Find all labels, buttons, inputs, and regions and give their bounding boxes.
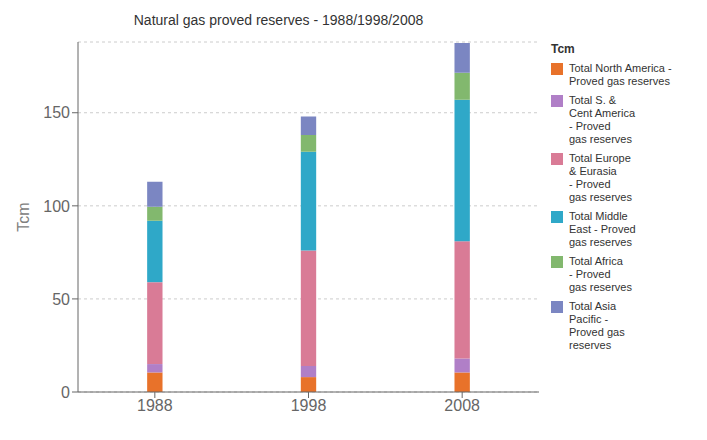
html-text:Total North America - Proved g: Total North America - Proved gas reserve…	[569, 62, 672, 87]
html-text:Total Middle East - Proved gas: Total Middle East - Proved gas reserves	[569, 210, 636, 248]
svg-text:2008: 2008	[444, 397, 480, 414]
svg-text:150: 150	[43, 104, 70, 121]
html-text:Total S. & Cent America - Prov: Total S. & Cent America - Proved gas res…	[569, 94, 635, 145]
html-text:Total Africa - Proved gas rese: Total Africa - Proved gas reserves	[569, 255, 632, 293]
svg-text:1988: 1988	[137, 397, 173, 414]
html-text:Total Asia Pacific - Proved ga: Total Asia Pacific - Proved gas reserves	[569, 300, 625, 351]
svg-text:100: 100	[43, 198, 70, 215]
svg-text:0: 0	[61, 384, 70, 401]
svg-text:Tcm: Tcm	[15, 202, 32, 231]
html-text:Natural gas proved reserves -: Natural gas proved reserves - 1988/1998/…	[133, 12, 424, 28]
html-text:Total Europe & Eurasia - Prove: Total Europe & Eurasia - Proved gas rese…	[569, 152, 632, 203]
svg-text:1998: 1998	[291, 397, 327, 414]
svg-text:50: 50	[52, 291, 70, 308]
html-text:Tcm: Tcm	[551, 42, 575, 56]
